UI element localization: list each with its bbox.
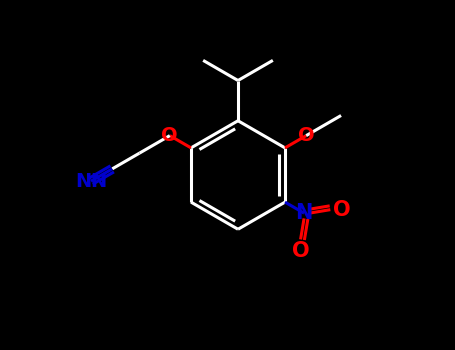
Text: N: N: [75, 172, 91, 191]
Text: O: O: [333, 199, 350, 220]
Text: N: N: [91, 172, 107, 191]
Text: N: N: [295, 203, 313, 223]
Text: O: O: [162, 126, 178, 145]
Text: O: O: [298, 126, 314, 145]
Text: O: O: [292, 240, 309, 261]
